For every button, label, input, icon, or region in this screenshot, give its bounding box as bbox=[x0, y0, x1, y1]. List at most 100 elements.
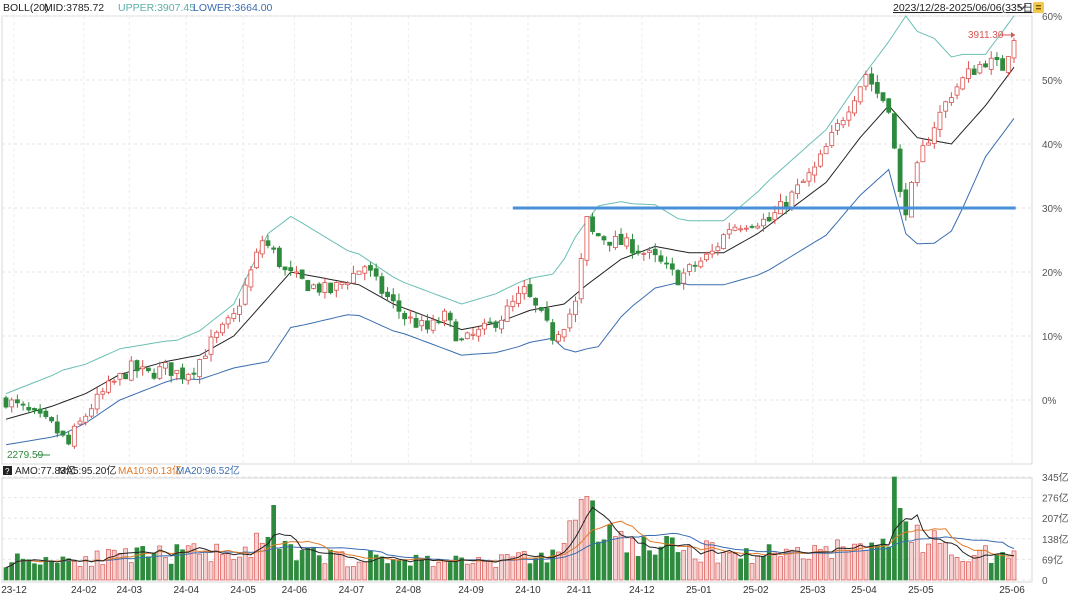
volume-bar bbox=[311, 547, 316, 581]
candle-body bbox=[521, 286, 527, 295]
volume-bar bbox=[174, 544, 180, 581]
x-tick-label: 24-10 bbox=[515, 585, 541, 595]
volume-bar bbox=[829, 558, 835, 581]
price-panel: 60% 50% 40% 30% 20% 10% 0% 3911.30 2279.59 bbox=[1, 12, 1062, 465]
x-tick-label: 24-08 bbox=[396, 585, 422, 595]
date-range[interactable]: 2023/12/28-2025/06/06(335日) bbox=[893, 2, 1037, 14]
volume-bar bbox=[3, 567, 9, 581]
chevron-down-icon[interactable] bbox=[1017, 4, 1027, 10]
candle-body bbox=[106, 380, 111, 393]
candle-body bbox=[220, 323, 225, 334]
candle-body bbox=[271, 247, 277, 250]
volume-bar bbox=[464, 563, 470, 581]
price-panel-frame bbox=[1, 15, 1033, 465]
volume-bar bbox=[83, 556, 89, 581]
candle-body bbox=[49, 417, 54, 422]
x-axis-ticks: 23-12 24-02 24-03 24-04 24-05 24-06 24-07 24-08… bbox=[1, 585, 1025, 595]
volume-bar bbox=[613, 536, 618, 581]
volume-bar bbox=[470, 563, 476, 581]
mid-value: MID:3785.72 bbox=[44, 2, 104, 14]
volume-bar bbox=[618, 531, 624, 581]
y-axis-ticks: 60% 50% 40% 30% 20% 10% 0% bbox=[1042, 12, 1062, 407]
volume-bar bbox=[163, 557, 168, 581]
boll-lower-line bbox=[5, 118, 1015, 446]
volume-bar bbox=[305, 547, 311, 581]
volume-bar bbox=[909, 542, 914, 581]
candle-body bbox=[937, 111, 943, 130]
volume-bar bbox=[687, 545, 692, 581]
price-grid bbox=[2, 15, 1032, 464]
candle-body bbox=[1011, 40, 1017, 59]
volume-bar bbox=[527, 563, 533, 581]
volume-bar bbox=[487, 560, 493, 581]
candle-body bbox=[294, 271, 299, 274]
candle-body bbox=[988, 57, 994, 70]
volume-bar bbox=[738, 558, 743, 581]
candle-body bbox=[368, 265, 373, 271]
volume-tick-label: 69亿 bbox=[1042, 553, 1063, 566]
candle-body bbox=[544, 308, 550, 321]
volume-bar bbox=[516, 552, 521, 581]
candle-body bbox=[561, 329, 567, 338]
candle-body bbox=[282, 266, 288, 271]
volume-bar bbox=[544, 562, 550, 581]
candle-body bbox=[607, 241, 613, 246]
volume-bar bbox=[550, 549, 556, 581]
candle-body bbox=[550, 322, 556, 341]
candle-body bbox=[704, 253, 709, 261]
candle-body bbox=[721, 234, 726, 249]
candle-body bbox=[766, 217, 772, 222]
candle-body bbox=[373, 268, 379, 277]
volume-bar bbox=[521, 551, 527, 581]
volume-bar bbox=[749, 562, 755, 581]
volume-bar bbox=[499, 554, 504, 581]
indicator-name[interactable]: BOLL(20) bbox=[3, 2, 49, 14]
candle-body bbox=[761, 218, 766, 227]
volume-bar bbox=[823, 546, 829, 581]
volume-bar bbox=[493, 566, 499, 581]
candle-body bbox=[71, 425, 77, 447]
volume-bar bbox=[242, 546, 248, 581]
volume-bar bbox=[704, 540, 709, 581]
candle-body bbox=[214, 331, 220, 338]
candlestick-series bbox=[3, 37, 1017, 449]
volume-bar bbox=[533, 557, 538, 581]
volume-bar bbox=[573, 519, 578, 581]
help-icon-box[interactable] bbox=[3, 466, 12, 475]
x-tick-label: 25-06 bbox=[999, 585, 1025, 595]
volume-bar bbox=[43, 557, 49, 581]
candle-body bbox=[94, 393, 100, 410]
volume-bar bbox=[26, 559, 32, 581]
volume-bar bbox=[49, 560, 54, 581]
volume-bar bbox=[185, 545, 191, 581]
candle-body bbox=[931, 127, 937, 144]
candle-body bbox=[983, 63, 988, 68]
settings-icon[interactable] bbox=[1033, 2, 1044, 13]
help-icon[interactable]: ? bbox=[5, 467, 10, 476]
volume-bar bbox=[669, 537, 675, 581]
candle-body bbox=[510, 300, 516, 307]
candle-body bbox=[578, 258, 584, 300]
candle-body bbox=[920, 145, 926, 163]
volume-bar bbox=[1011, 550, 1017, 581]
ma10-line bbox=[5, 520, 1015, 569]
candle-body bbox=[231, 313, 237, 319]
volume-bar bbox=[15, 553, 20, 581]
volume-bar bbox=[379, 556, 385, 581]
volume-bar bbox=[447, 562, 453, 581]
candle-body bbox=[254, 251, 259, 269]
candle-body bbox=[909, 182, 914, 218]
volume-bar bbox=[202, 551, 208, 581]
candle-body bbox=[151, 372, 157, 379]
candle-body bbox=[595, 233, 601, 237]
candle-body bbox=[180, 367, 185, 380]
volume-bar bbox=[886, 546, 892, 581]
ma10-value: MA10:90.13亿 bbox=[118, 464, 182, 477]
volume-bar bbox=[20, 558, 26, 581]
candle-body bbox=[32, 408, 37, 411]
volume-bar bbox=[425, 555, 430, 581]
upper-value: UPPER:3907.45 bbox=[118, 2, 195, 14]
x-tick-label: 24-02 bbox=[71, 585, 97, 595]
volume-bar bbox=[994, 554, 1000, 581]
candle-body bbox=[299, 269, 305, 279]
